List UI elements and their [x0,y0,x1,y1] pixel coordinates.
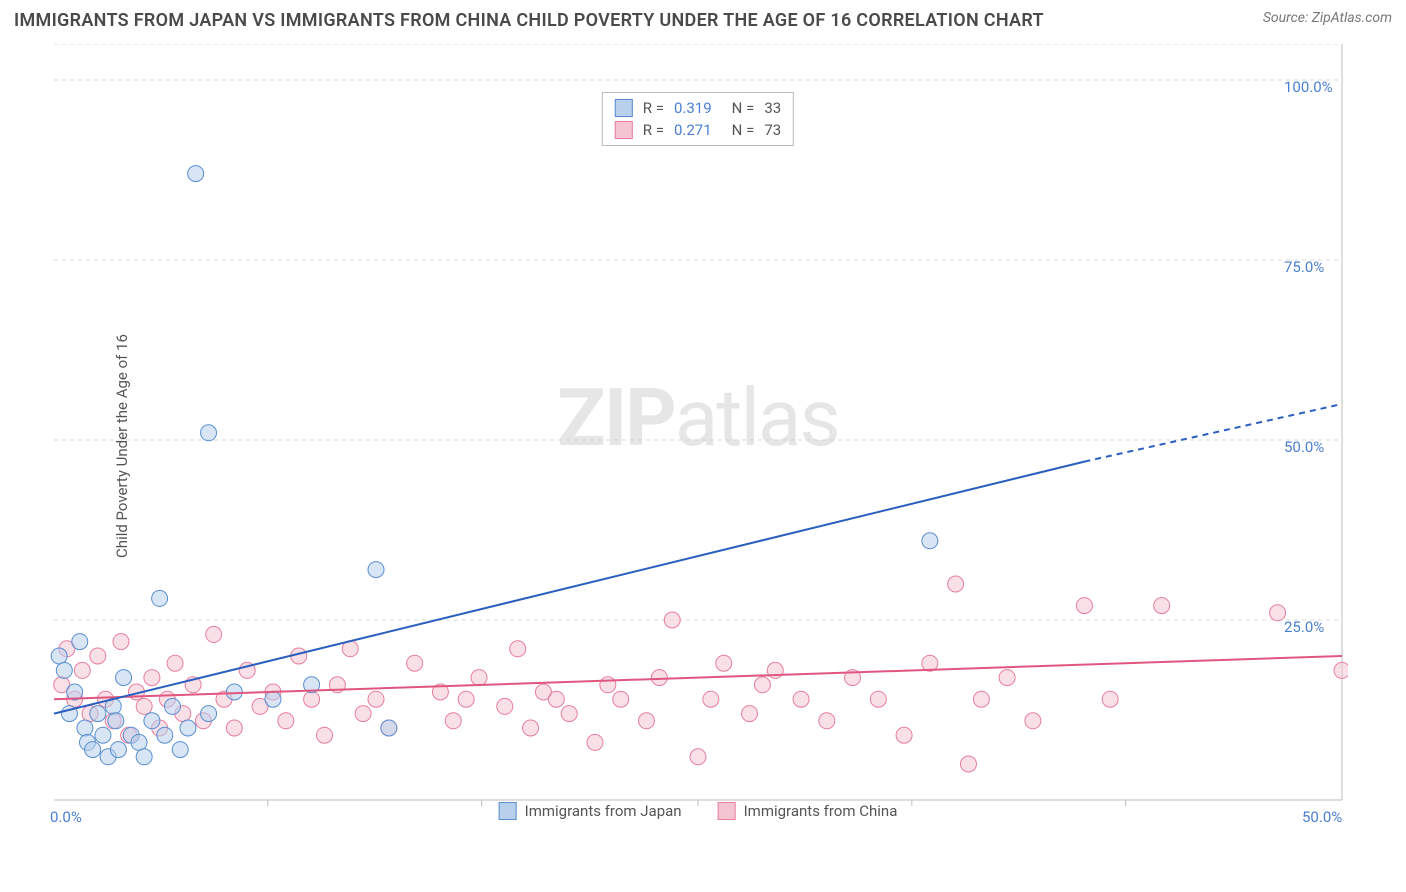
n-label: N = [732,121,755,139]
r-label: R = [643,99,664,117]
legend-item-china: Immigrants from China [718,802,898,820]
swatch-pink-icon [718,802,736,820]
y-tick-label: 75.0% [1284,258,1324,276]
r-value: 0.271 [674,121,712,139]
legend-item-japan: Immigrants from Japan [499,802,682,820]
legend-series: Immigrants from Japan Immigrants from Ch… [499,802,898,820]
legend-row-japan: R = 0.319 N = 33 [615,97,781,119]
n-label: N = [732,99,755,117]
n-value: 73 [764,121,781,139]
y-tick-label: 50.0% [1284,438,1324,456]
chart-area: ZIPatlas R = 0.319 N = 33 R = 0.271 N = … [48,44,1348,824]
swatch-blue-icon [499,802,517,820]
n-value: 33 [764,99,781,117]
legend-correlation: R = 0.319 N = 33 R = 0.271 N = 73 [602,92,794,146]
r-value: 0.319 [674,99,712,117]
legend-label: Immigrants from Japan [525,802,682,820]
chart-header: IMMIGRANTS FROM JAPAN VS IMMIGRANTS FROM… [0,0,1406,31]
r-label: R = [643,121,664,139]
chart-title: IMMIGRANTS FROM JAPAN VS IMMIGRANTS FROM… [14,10,1044,31]
legend-row-china: R = 0.271 N = 73 [615,119,781,141]
swatch-pink-icon [615,121,633,139]
y-tick-label: 25.0% [1284,618,1324,636]
chart-source: Source: ZipAtlas.com [1263,10,1392,26]
y-tick-label: 100.0% [1284,78,1333,96]
legend-label: Immigrants from China [744,802,898,820]
scatter-plot [48,44,1348,824]
x-tick-label: 0.0% [50,808,82,826]
swatch-blue-icon [615,99,633,117]
x-tick-label: 50.0% [1302,808,1342,826]
